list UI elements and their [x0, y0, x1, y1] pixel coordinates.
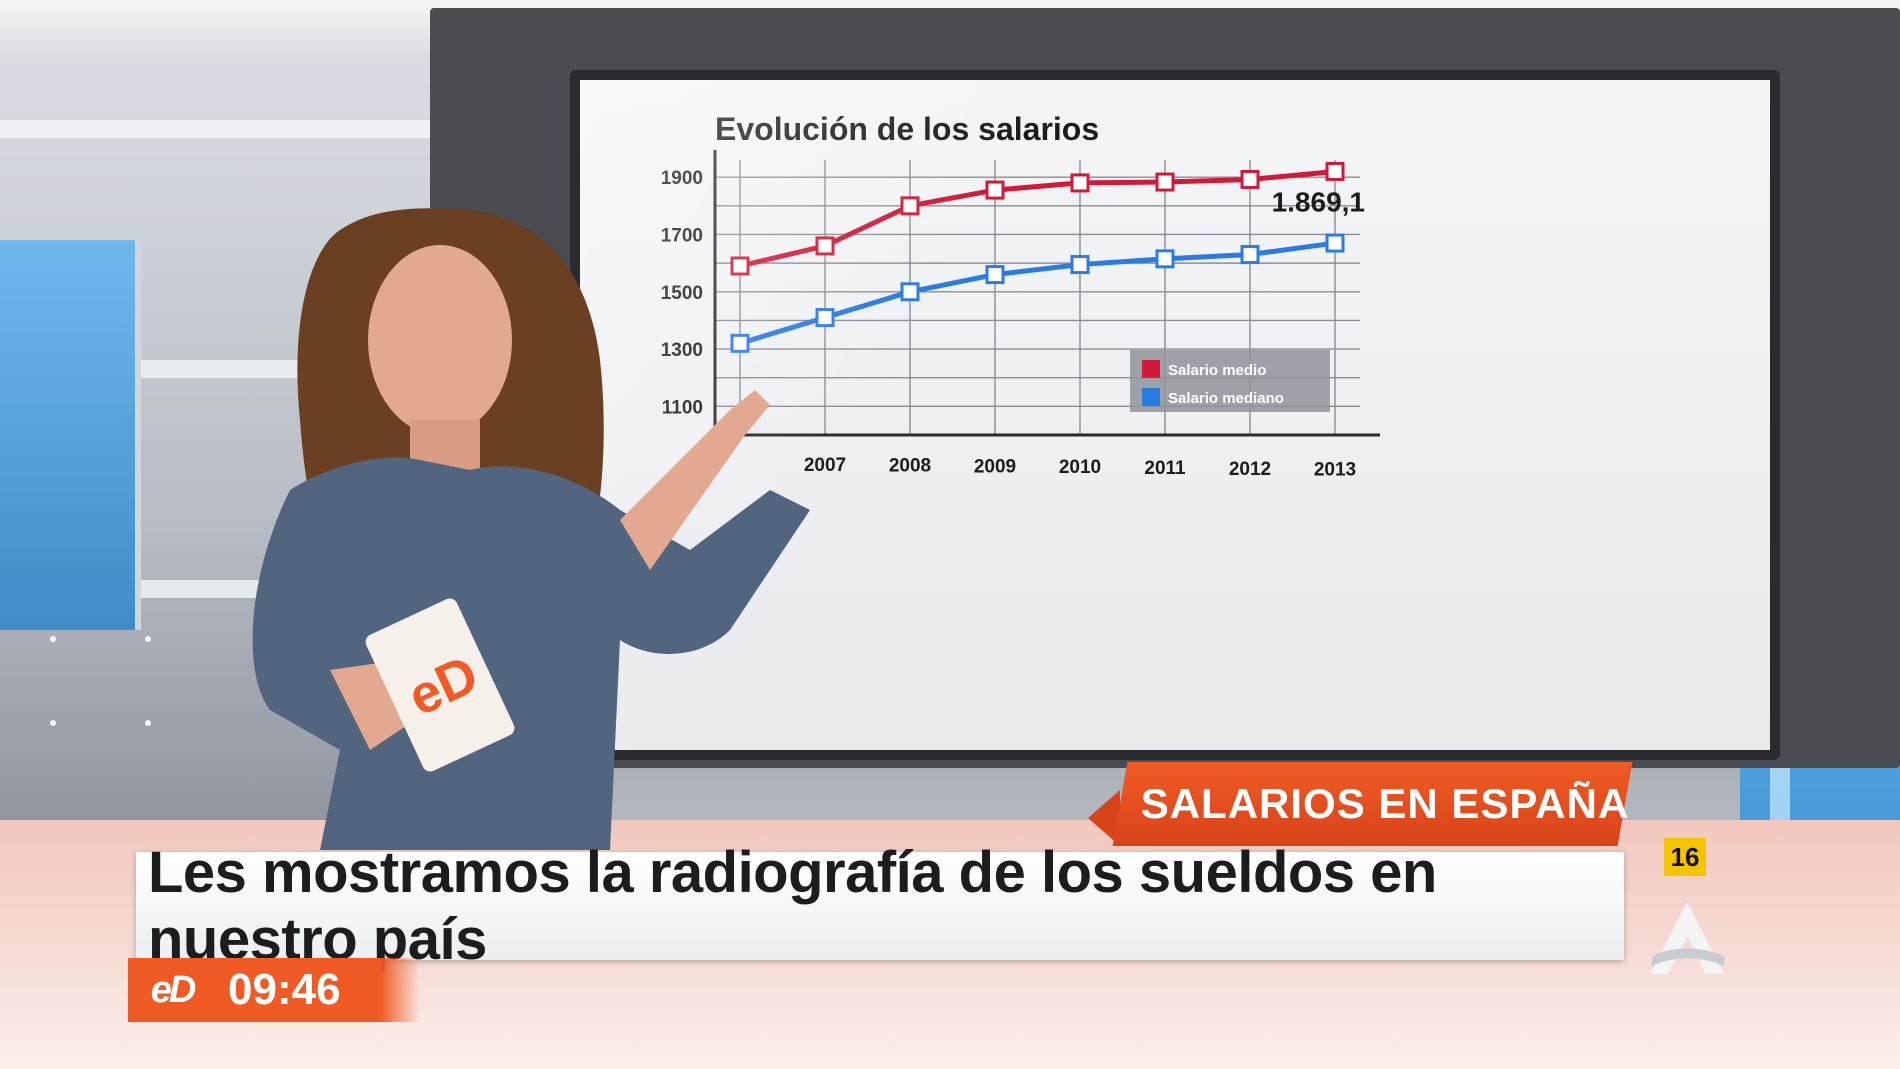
program-logo: eD [150, 968, 197, 1011]
headline-bar [136, 852, 1624, 960]
y-tick-label: 1700 [661, 225, 703, 246]
series-line-1 [739, 240, 1336, 346]
chart-screen: Evolución de los salarios 1900 1700 1500 130… [570, 70, 1780, 760]
x-tick-label: 2008 [889, 456, 931, 477]
clock-fade [380, 958, 420, 1022]
x-tick-label: 2012 [1229, 459, 1271, 480]
data-point [815, 308, 835, 328]
topic-tag-text: SALARIOS EN ESPAÑA [1140, 780, 1630, 827]
age-rating-badge: 16 [1664, 838, 1706, 876]
data-point [1325, 233, 1345, 253]
data-point [985, 265, 1005, 285]
y-tick-label: 1900 [661, 168, 703, 189]
legend-label: Salario medio [1168, 362, 1266, 379]
data-point [1240, 245, 1260, 265]
data-point [730, 256, 750, 276]
legend-swatch [1142, 388, 1160, 406]
left-blue-panel [0, 240, 141, 630]
data-point [985, 180, 1005, 200]
data-point [1325, 161, 1345, 181]
clock-box: eD 09:46 [128, 958, 380, 1022]
x-tick-label: 2010 [1059, 457, 1101, 478]
data-point [1070, 173, 1090, 193]
legend-label: Salario mediano [1168, 390, 1284, 407]
data-point [1070, 255, 1090, 275]
legend-swatch [1142, 360, 1160, 378]
value-annotation: 1.869,1 [1272, 186, 1365, 217]
data-point [900, 196, 920, 216]
clock-time: 09:46 [228, 965, 341, 1014]
data-point [900, 282, 920, 302]
x-tick-label: 2013 [1314, 460, 1356, 481]
headline-text: Les mostramos la radiografía de los suel… [148, 840, 1437, 972]
data-point [1240, 169, 1260, 189]
legend-box [1130, 350, 1330, 412]
salary-chart: Evolución de los salarios 1900 1700 1500 130… [661, 111, 1380, 481]
y-tick-label: 1300 [661, 340, 703, 361]
x-tick-label: 2007 [804, 455, 846, 476]
y-tick-label: 1100 [662, 397, 703, 418]
x-tick-label: 2011 [1144, 458, 1186, 479]
data-point [1155, 172, 1175, 192]
series-line-0 [739, 168, 1336, 269]
chart-title: Evolución de los salarios [715, 111, 1099, 147]
network-logo-icon [1650, 902, 1724, 974]
data-point [730, 333, 750, 353]
data-point [1155, 249, 1175, 269]
x-tick-label: 2009 [974, 456, 1016, 477]
y-tick-label: 1500 [661, 283, 703, 304]
presenter: eD [252, 208, 810, 850]
data-point [815, 236, 835, 256]
